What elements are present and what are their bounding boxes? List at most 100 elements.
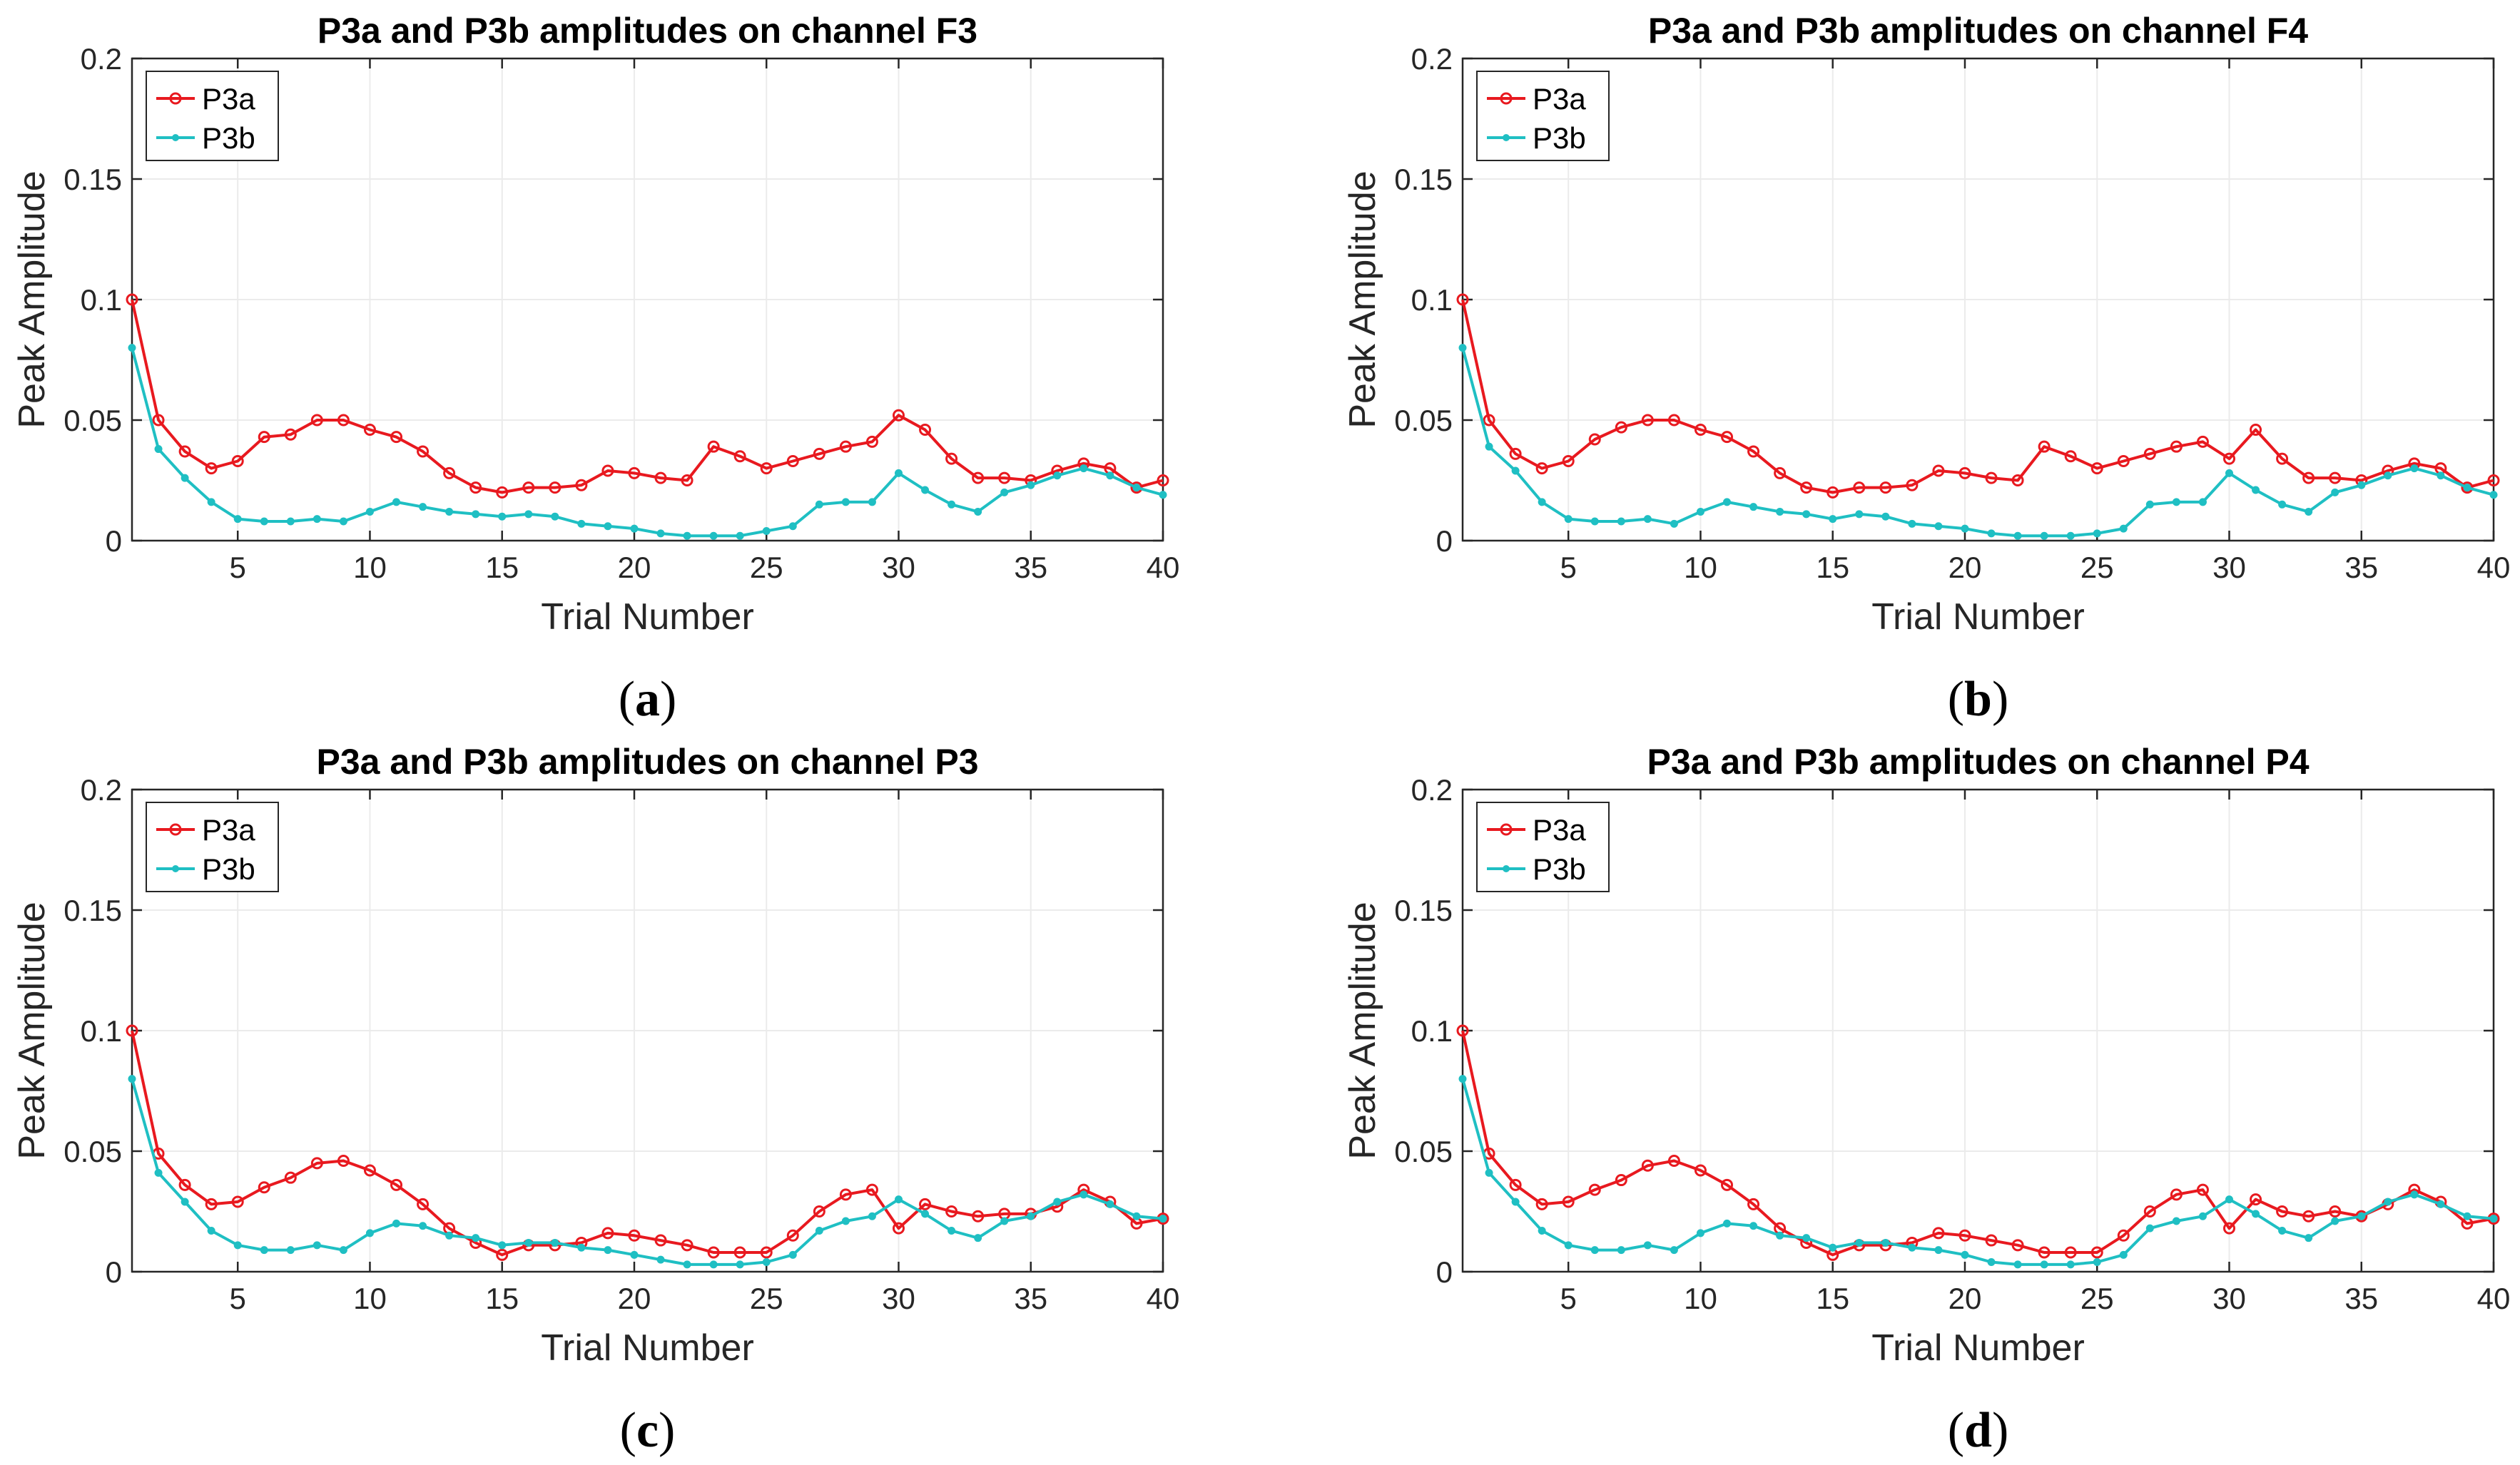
data-point-p3b — [2225, 1195, 2233, 1204]
data-point-p3b — [1617, 1246, 1625, 1255]
data-point-p3b — [392, 1219, 401, 1227]
caption-letter: a — [635, 672, 660, 727]
data-point-p3b — [1485, 1168, 1493, 1177]
data-point-p3b — [1106, 1200, 1114, 1208]
data-point-p3a — [892, 409, 905, 422]
data-point-p3a — [2196, 435, 2209, 448]
data-point-p3b — [2331, 488, 2339, 496]
data-point-p3a — [972, 1210, 985, 1222]
data-point-p3b — [2119, 1250, 2128, 1259]
data-point-p3a — [786, 454, 799, 467]
x-tick-label: 40 — [1147, 1282, 1180, 1315]
data-point-p3b — [815, 1227, 823, 1235]
y-tick-label: 0.05 — [63, 404, 122, 437]
x-tick-label: 20 — [618, 551, 651, 584]
data-point-p3b — [2066, 1260, 2075, 1269]
data-point-p3b — [630, 1250, 639, 1259]
data-point-p3a — [469, 481, 482, 494]
panel-caption: (d) — [1948, 1403, 2009, 1458]
data-point-p3b — [445, 1231, 454, 1240]
data-point-p3b — [1159, 491, 1167, 499]
data-point-p3a — [760, 1246, 773, 1259]
data-point-p3a — [231, 454, 244, 467]
data-point-p3a — [417, 445, 430, 458]
data-point-p3b — [2013, 531, 2022, 540]
data-point-p3a — [1615, 421, 1627, 434]
data-point-p3b — [2357, 1212, 2366, 1220]
data-point-p3b — [1053, 1198, 1062, 1206]
y-axis-label: Peak Amplitude — [1342, 170, 1383, 428]
data-point-p3b — [472, 1234, 480, 1242]
data-point-p3b — [1511, 466, 1520, 475]
data-point-p3b — [2252, 1210, 2260, 1218]
data-point-p3b — [1079, 464, 1088, 473]
data-point-p3b — [207, 1227, 215, 1235]
caption-letter: d — [1964, 1403, 1992, 1458]
data-point-p3a — [310, 414, 323, 427]
data-point-p3a — [681, 474, 693, 486]
x-tick-label: 35 — [1014, 1282, 1047, 1315]
data-point-p3b — [894, 1195, 903, 1204]
x-tick-label: 25 — [750, 1282, 783, 1315]
data-point-p3b — [1723, 498, 1732, 506]
data-point-p3b — [736, 531, 744, 540]
data-point-p3a — [681, 1239, 693, 1252]
data-point-p3a — [310, 1157, 323, 1170]
data-point-p3a — [337, 1155, 350, 1168]
data-point-p3b — [1961, 1250, 1969, 1259]
data-point-p3b — [2093, 1257, 2101, 1266]
y-tick-label: 0.15 — [1394, 894, 1453, 927]
data-point-p3b — [1511, 1198, 1520, 1206]
data-point-p3b — [2305, 507, 2313, 516]
data-point-p3a — [390, 431, 403, 444]
data-point-p3b — [762, 526, 771, 535]
data-point-p3b — [788, 522, 797, 531]
data-point-p3a — [786, 1229, 799, 1242]
data-point-p3a — [945, 1205, 958, 1218]
data-point-p3a — [1157, 474, 1169, 486]
data-point-p3a — [2329, 1205, 2342, 1218]
data-point-p3a — [1774, 466, 1787, 479]
data-point-p3a — [575, 479, 588, 491]
data-point-p3b — [683, 1260, 691, 1269]
data-point-p3b — [286, 1246, 295, 1255]
data-point-p3a — [1721, 431, 1734, 444]
data-point-p3b — [1000, 1217, 1009, 1225]
data-point-p3b — [815, 500, 823, 509]
data-point-p3a — [2064, 1246, 2077, 1259]
series-line-p3b — [131, 1078, 1164, 1266]
data-point-p3b — [260, 517, 268, 526]
data-point-p3a — [654, 1234, 667, 1247]
y-tick-label: 0.2 — [1411, 42, 1453, 76]
data-point-p3b — [2357, 481, 2366, 489]
data-point-p3a — [1747, 1198, 1760, 1210]
data-point-p3b — [762, 1257, 771, 1266]
data-point-p3a — [1932, 464, 1945, 477]
legend-box — [146, 802, 279, 892]
x-axis-label: Trial Number — [1871, 1327, 2085, 1369]
data-point-p3a — [417, 1198, 430, 1210]
panel-caption: (c) — [620, 1403, 676, 1458]
data-point-p3a — [2064, 450, 2077, 463]
data-point-p3b — [974, 1234, 982, 1242]
x-tick-label: 30 — [2212, 1282, 2246, 1315]
chart-panel-3: 5 10 15 20 25 30 35 40 0 0.05 0.1 0.15 0.2 P3a and P3… — [11, 742, 1179, 1458]
y-tick-label: 0.15 — [63, 163, 122, 196]
x-tick-label: 20 — [618, 1282, 651, 1315]
caption-paren-open: ( — [619, 672, 635, 727]
data-point-p3a — [2222, 1222, 2235, 1235]
y-tick-label: 0 — [1436, 1255, 1453, 1289]
data-point-p3a — [733, 1246, 746, 1259]
y-tick-label: 0 — [106, 524, 122, 558]
data-point-p3b — [1987, 529, 1996, 538]
data-point-p3b — [154, 445, 163, 454]
data-point-p3b — [551, 512, 559, 521]
x-tick-label: 20 — [1949, 1282, 1982, 1315]
y-tick-label: 0.1 — [81, 283, 122, 317]
caption-paren-close: ) — [660, 672, 676, 727]
panel-caption: (a) — [619, 672, 677, 727]
legend-label-p3a: P3a — [1533, 813, 1586, 847]
data-point-p3a — [522, 481, 535, 494]
x-axis-label: Trial Number — [1871, 596, 2085, 638]
